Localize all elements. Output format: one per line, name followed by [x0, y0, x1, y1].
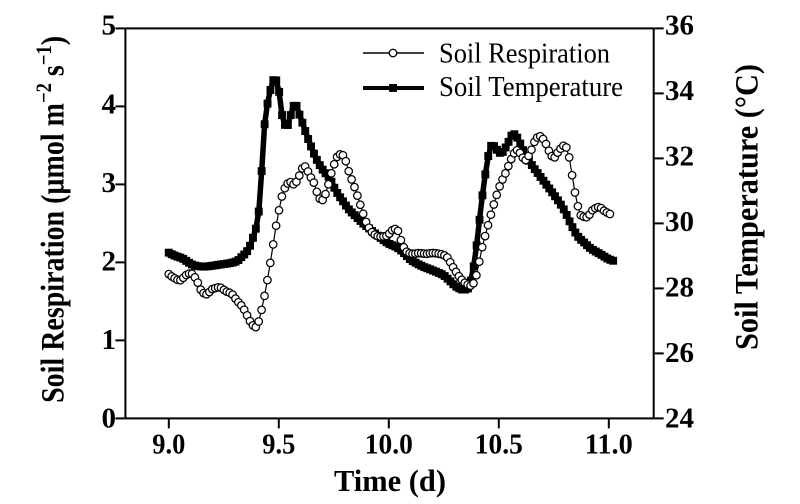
- svg-text:24: 24: [665, 403, 694, 435]
- svg-text:34: 34: [665, 75, 694, 107]
- svg-text:10.5: 10.5: [475, 429, 523, 461]
- svg-text:2: 2: [102, 246, 117, 278]
- svg-text:9.0: 9.0: [152, 429, 185, 461]
- svg-text:Soil Temperature (°C): Soil Temperature (°C): [730, 64, 766, 350]
- svg-text:26: 26: [665, 337, 694, 369]
- svg-text:10.0: 10.0: [365, 429, 413, 461]
- svg-text:Time (d): Time (d): [334, 463, 446, 498]
- svg-text:11.0: 11.0: [585, 429, 633, 461]
- svg-text:0: 0: [102, 403, 117, 435]
- svg-text:9.5: 9.5: [262, 429, 295, 461]
- svg-text:Soil Respiration: Soil Respiration: [439, 39, 610, 70]
- svg-text:28: 28: [665, 272, 694, 304]
- svg-text:36: 36: [665, 10, 694, 42]
- svg-text:32: 32: [665, 141, 694, 173]
- svg-text:Soil Temperature: Soil Temperature: [439, 72, 623, 103]
- svg-text:4: 4: [102, 88, 117, 120]
- svg-text:3: 3: [102, 167, 117, 199]
- svg-text:30: 30: [665, 206, 694, 238]
- svg-text:1: 1: [102, 324, 117, 356]
- svg-text:5: 5: [102, 10, 117, 42]
